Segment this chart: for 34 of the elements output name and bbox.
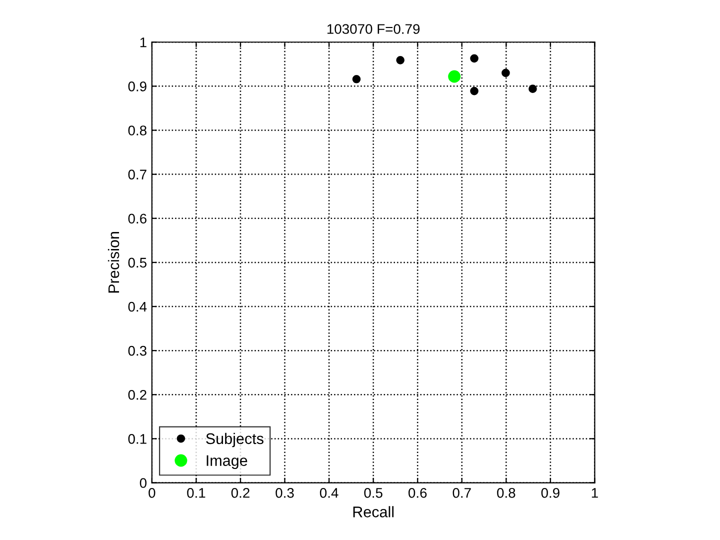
chart-title: 103070 F=0.79	[327, 24, 420, 34]
y-tick-label: 0.5	[128, 258, 146, 268]
x-axis-title: Recall	[353, 506, 394, 518]
x-tick-label: 0	[148, 488, 156, 498]
x-tick-label: 0.7	[452, 488, 471, 498]
x-tick-label: 0.8	[497, 488, 516, 498]
y-tick-label: 0.8	[128, 126, 146, 136]
x-tick-label: 0.6	[408, 488, 427, 498]
point	[470, 86, 478, 96]
x-tick-label: 0.5	[364, 488, 382, 498]
legend-label: Subjects	[206, 432, 264, 448]
point	[528, 84, 537, 93]
x-tick-label: 0.4	[320, 488, 338, 498]
y-tick-label: 1	[140, 38, 146, 48]
y-axis-title: Precision	[108, 232, 120, 293]
x-tick-label: 1	[592, 488, 598, 498]
y-tick-label: 0.1	[128, 434, 146, 444]
y-tick-label: 0.9	[128, 82, 146, 92]
y-tick-label: 0.2	[128, 390, 146, 400]
y-tick-label: 0.7	[128, 170, 146, 180]
y-tick-label: 0	[140, 478, 147, 488]
y-tick-label: 0.6	[128, 214, 146, 224]
point	[352, 74, 361, 84]
point	[448, 70, 461, 83]
y-tick-label: 0.3	[128, 346, 146, 356]
point	[396, 56, 404, 64]
x-tick-label: 0.9	[541, 488, 560, 498]
x-tick-label: 0.2	[231, 488, 250, 498]
point	[502, 68, 510, 78]
x-tick-label: 0.3	[276, 488, 294, 498]
legend-label: Image	[206, 455, 248, 470]
x-tick-label: 0.1	[187, 488, 206, 498]
y-tick-label: 0.4	[128, 302, 147, 312]
point	[470, 54, 478, 63]
